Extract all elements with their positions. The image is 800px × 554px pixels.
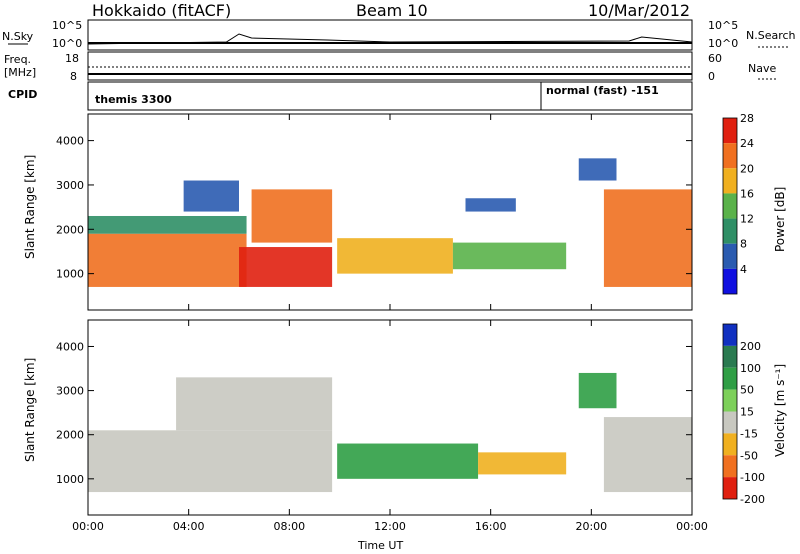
power-colorbar-tick: 28	[740, 112, 754, 125]
velocity-colorbar-cell	[723, 411, 737, 434]
power-region	[183, 180, 239, 212]
nave-tick-bottom: 0	[708, 70, 715, 83]
cpid-program-1: themis 3300	[95, 93, 172, 106]
freq-tick-bottom: 8	[70, 70, 77, 83]
velocity-colorbar-tick: -100	[740, 471, 765, 484]
velocity-region	[176, 377, 333, 431]
velocity-colorbar-cell	[723, 389, 737, 412]
power-colorbar-cell	[723, 218, 737, 244]
velocity-colorbar-tick: 100	[740, 362, 761, 375]
power-ytick-label: 1000	[56, 268, 84, 281]
freq-unit: [MHz]	[4, 66, 37, 79]
power-colorbar-tick: 4	[740, 263, 747, 276]
power-colorbar-cell	[723, 118, 737, 144]
power-ytick-label: 4000	[56, 135, 84, 148]
power-colorbar-frame	[722, 117, 738, 295]
nsky-tick-top: 10^5	[52, 19, 83, 32]
velocity-colorbar-tick: 15	[740, 406, 754, 419]
power-colorbar-tick: 20	[740, 162, 754, 175]
nsky-label: N.Sky	[2, 30, 34, 43]
time-tick-label: 00:00	[676, 520, 708, 533]
time-tick-label: 12:00	[374, 520, 406, 533]
velocity-region	[337, 443, 479, 479]
power-region	[465, 198, 516, 212]
power-region	[452, 242, 567, 270]
power-region	[337, 238, 453, 274]
time-axis-label: Time UT	[358, 539, 404, 552]
power-colorbar-tick: 16	[740, 187, 754, 200]
nave-tick-top: 60	[708, 52, 722, 65]
velocity-colorbar-cell	[723, 367, 737, 390]
velocity-ytick-label: 3000	[56, 385, 84, 398]
velocity-colorbar-tick: -50	[740, 449, 758, 462]
time-tick-label: 00:00	[72, 520, 104, 533]
beam-title: Beam 10	[356, 1, 428, 20]
velocity-region	[578, 372, 617, 409]
power-ytick-label: 3000	[56, 179, 84, 192]
nave-label: Nave	[748, 62, 777, 75]
nsky-tick-bottom: 10^0	[52, 37, 83, 50]
power-colorbar-cell	[723, 243, 737, 269]
velocity-colorbar-tick: -200	[740, 493, 765, 506]
velocity-region	[603, 417, 692, 493]
nsky-panel	[87, 19, 693, 51]
velocity-colorbar-tick: 50	[740, 384, 754, 397]
power-region	[251, 189, 333, 243]
cpid-panel	[87, 81, 693, 111]
power-region	[603, 189, 692, 287]
time-tick-label: 04:00	[173, 520, 205, 533]
velocity-colorbar-cell	[723, 345, 737, 368]
nsearch-label: N.Search	[746, 29, 796, 42]
velocity-colorbar-cell	[723, 455, 737, 478]
velocity-colorbar-cell	[723, 324, 737, 346]
velocity-colorbar-frame	[722, 323, 738, 500]
power-ytick-label: 2000	[56, 223, 84, 236]
velocity-ytick-label: 2000	[56, 429, 84, 442]
time-tick-label: 16:00	[475, 520, 507, 533]
velocity-colorbar-cell	[723, 433, 737, 456]
power-colorbar-cell	[723, 193, 737, 219]
time-tick-label: 08:00	[273, 520, 305, 533]
cpid-program-2: normal (fast) -151	[546, 84, 659, 97]
power-region	[88, 215, 247, 234]
power-colorbar-tick: 24	[740, 137, 754, 150]
velocity-ytick-label: 4000	[56, 340, 84, 353]
velocity-ytick-label: 1000	[56, 473, 84, 486]
freq-tick-top: 18	[65, 52, 79, 65]
power-region	[239, 247, 333, 287]
nsearch-tick-bottom: 10^0	[708, 37, 739, 50]
cpid-label: CPID	[8, 88, 38, 101]
nsearch-tick-top: 10^5	[708, 19, 739, 32]
power-colorbar-cell	[723, 168, 737, 194]
power-region	[88, 233, 247, 287]
velocity-region	[88, 430, 333, 493]
velocity-colorbar-cell	[723, 477, 737, 499]
date-title: 10/Mar/2012	[588, 1, 691, 20]
power-colorbar-tick: 12	[740, 213, 754, 226]
nsearch-trace	[87, 33, 693, 45]
freq-label: Freq.	[4, 53, 32, 66]
power-region	[578, 158, 617, 181]
velocity-region	[478, 452, 567, 475]
power-colorbar-cell	[723, 268, 737, 294]
velocity-colorbar-tick: -15	[740, 427, 758, 440]
power-colorbar-cell	[723, 143, 737, 169]
velocity-colorbar-tick: 200	[740, 340, 761, 353]
station-title: Hokkaido (fitACF)	[92, 1, 232, 20]
freq-panel	[87, 51, 693, 81]
time-tick-label: 20:00	[575, 520, 607, 533]
power-colorbar-tick: 8	[740, 238, 747, 251]
